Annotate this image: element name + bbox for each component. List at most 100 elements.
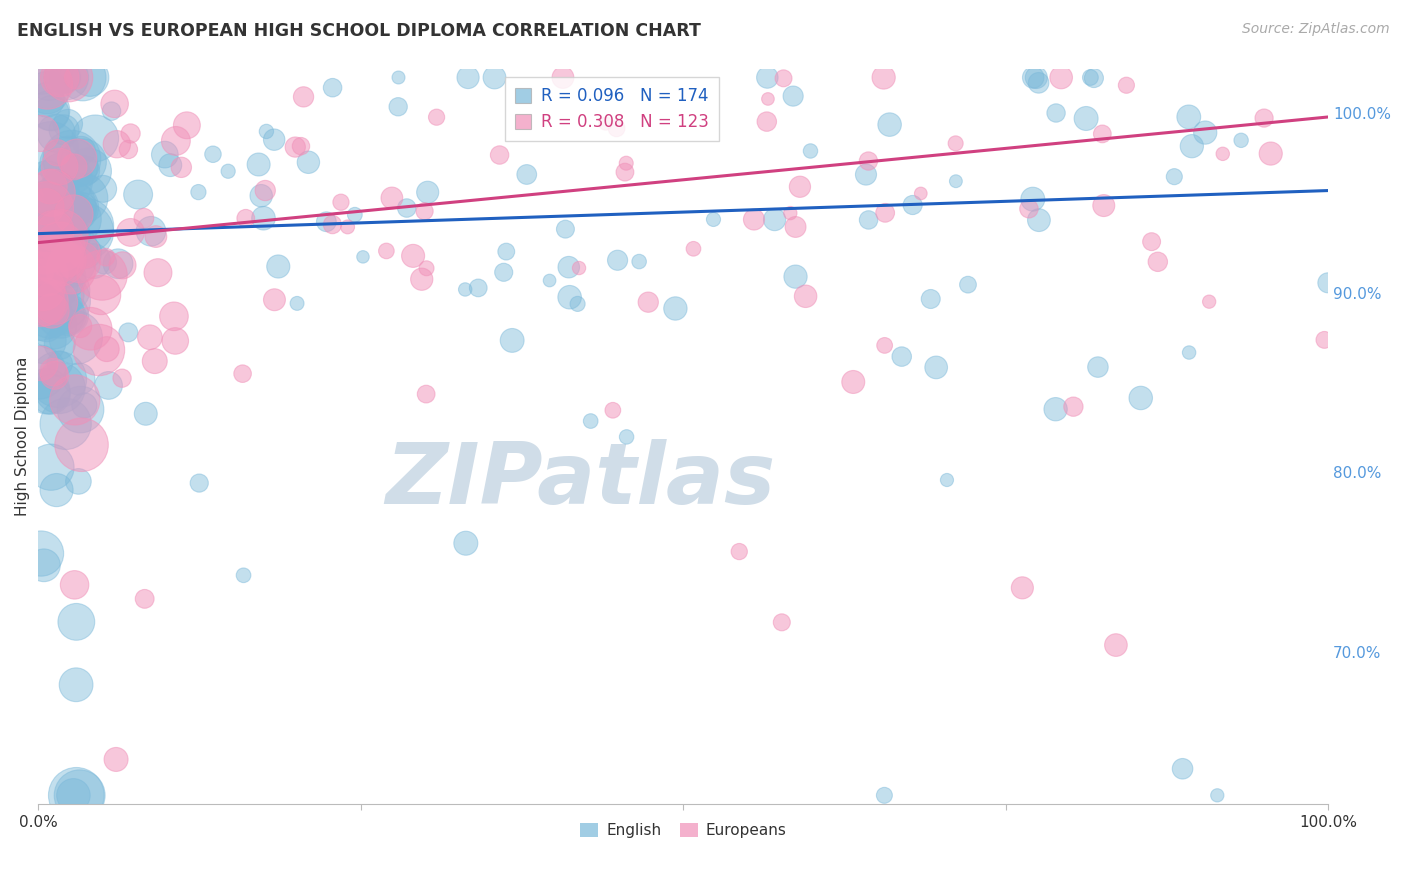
Point xyxy=(32,558,55,573)
Point xyxy=(69,255,91,269)
Point xyxy=(873,338,896,352)
Point xyxy=(65,789,87,803)
Point xyxy=(55,204,77,219)
Point xyxy=(62,200,84,214)
Point xyxy=(58,253,80,268)
Point xyxy=(910,186,932,201)
Point xyxy=(55,70,77,85)
Point xyxy=(48,240,70,254)
Point xyxy=(330,195,353,210)
Point xyxy=(1045,106,1067,120)
Point xyxy=(799,144,821,158)
Point xyxy=(32,282,55,296)
Point xyxy=(558,260,581,275)
Point xyxy=(46,145,69,160)
Point xyxy=(42,224,65,238)
Point xyxy=(1260,146,1282,161)
Point xyxy=(35,93,58,107)
Y-axis label: High School Diploma: High School Diploma xyxy=(15,357,30,516)
Point xyxy=(65,330,87,344)
Point xyxy=(69,318,91,333)
Point xyxy=(49,308,72,322)
Point xyxy=(34,246,56,260)
Point xyxy=(945,136,967,151)
Point xyxy=(45,483,67,497)
Point xyxy=(53,173,76,187)
Point xyxy=(79,322,101,336)
Point xyxy=(39,142,62,156)
Point xyxy=(30,264,52,278)
Point xyxy=(58,70,80,85)
Point xyxy=(322,80,344,95)
Point xyxy=(62,207,84,221)
Point xyxy=(63,578,86,592)
Point xyxy=(858,154,880,169)
Point xyxy=(28,365,51,379)
Point xyxy=(201,147,224,161)
Point xyxy=(343,208,366,222)
Point xyxy=(292,90,315,104)
Point xyxy=(38,308,60,322)
Point xyxy=(51,229,73,244)
Point xyxy=(1022,192,1045,206)
Point xyxy=(35,200,58,214)
Point xyxy=(484,70,506,85)
Point xyxy=(187,185,209,199)
Point xyxy=(55,252,77,267)
Point xyxy=(70,200,93,214)
Point xyxy=(763,212,786,227)
Point xyxy=(72,155,94,169)
Point xyxy=(375,244,398,258)
Point xyxy=(232,367,254,381)
Point xyxy=(72,191,94,205)
Point xyxy=(1045,402,1067,417)
Point xyxy=(145,229,167,244)
Point xyxy=(41,186,63,200)
Point xyxy=(855,168,877,182)
Point xyxy=(39,179,62,194)
Point xyxy=(315,215,337,229)
Point xyxy=(94,250,117,264)
Point xyxy=(1129,391,1152,405)
Point xyxy=(395,201,418,215)
Text: ZIPatlas: ZIPatlas xyxy=(385,439,775,522)
Point xyxy=(46,178,69,193)
Point xyxy=(628,254,651,268)
Point xyxy=(742,212,765,227)
Point xyxy=(702,212,724,227)
Point xyxy=(48,224,70,238)
Point xyxy=(1198,294,1220,309)
Point xyxy=(1163,169,1185,184)
Point xyxy=(925,360,948,375)
Point xyxy=(84,131,107,145)
Point xyxy=(97,378,120,392)
Point xyxy=(34,221,56,235)
Point xyxy=(1230,133,1253,147)
Point xyxy=(538,273,561,287)
Point xyxy=(62,789,84,803)
Point xyxy=(1062,400,1084,414)
Point xyxy=(66,152,89,166)
Point xyxy=(516,168,538,182)
Point xyxy=(65,678,87,692)
Point xyxy=(858,213,880,227)
Point xyxy=(79,70,101,85)
Point xyxy=(558,290,581,304)
Point xyxy=(104,96,127,111)
Point xyxy=(38,70,60,85)
Point xyxy=(48,70,70,85)
Point xyxy=(936,473,959,487)
Point xyxy=(53,70,76,85)
Point xyxy=(55,70,77,85)
Point xyxy=(457,70,479,85)
Point xyxy=(139,330,162,344)
Point xyxy=(105,752,128,766)
Point xyxy=(49,337,72,351)
Point xyxy=(454,283,477,297)
Point xyxy=(46,229,69,244)
Point xyxy=(30,547,52,561)
Point xyxy=(56,308,79,322)
Point xyxy=(63,392,86,407)
Point xyxy=(163,310,186,324)
Point xyxy=(920,292,942,306)
